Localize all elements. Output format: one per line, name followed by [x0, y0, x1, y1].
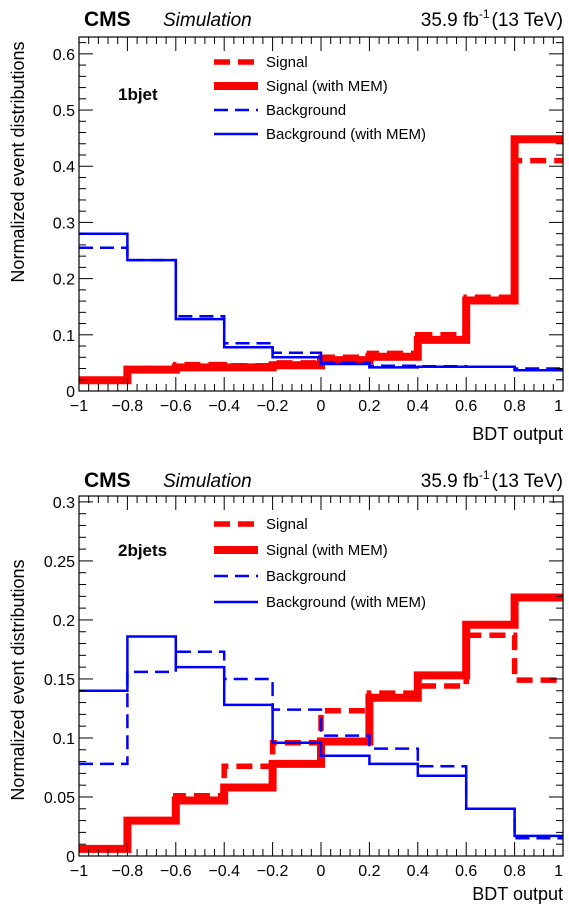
series-line [79, 157, 563, 382]
x-tick-label: −0.6 [160, 398, 192, 415]
lumi-value: 35.9 fb [421, 471, 479, 492]
chart-panel-1bjet: CMS Simulation 35.9 fb-1 (13 TeV) 1bjet B… [8, 7, 564, 444]
experiment-label: CMS [84, 469, 131, 492]
x-tick-label: 0.2 [358, 863, 380, 880]
x-tick-label: 1 [554, 863, 563, 880]
experiment-label: CMS [84, 8, 131, 31]
y-tick-label: 0.6 [53, 47, 75, 64]
y-tick-label: 0.5 [53, 103, 75, 120]
legend-label: Background (with MEM) [266, 126, 426, 143]
energy-label: (13 TeV) [492, 471, 563, 492]
legend: Signal Signal (with MEM) Background Backgro… [214, 54, 426, 143]
legend-label: Signal [266, 54, 308, 71]
x-tick-label: −0.8 [112, 863, 144, 880]
x-tick-label: −1 [70, 398, 88, 415]
x-tick-label: −0.4 [208, 398, 240, 415]
chart-panel-2bjets: CMS Simulation 35.9 fb-1 (13 TeV) 2bjets … [8, 468, 564, 904]
x-tick-label: 0.4 [407, 398, 429, 415]
x-tick-label: −1 [70, 863, 88, 880]
y-tick-label: 0.15 [44, 672, 75, 689]
energy-label: (13 TeV) [492, 10, 563, 31]
legend-label: Signal [266, 516, 308, 533]
lumi-value: 35.9 fb [421, 10, 479, 31]
y-tick-label: 0 [66, 384, 75, 401]
legend-label: Background [266, 568, 346, 585]
axes: −1 −0.8 −0.6 −0.4 −0.2 0 0.2 0.4 0.6 0.8 1 0 0.1 0.2 0… [53, 36, 564, 415]
x-tick-label: −0.8 [112, 398, 144, 415]
x-tick-label: 0 [317, 863, 326, 880]
y-tick-label: 0.4 [53, 159, 75, 176]
y-tick-label: 0.2 [53, 613, 75, 630]
axes: −1 −0.8 −0.6 −0.4 −0.2 0 0.2 0.4 0.6 0.8 1 0 0.05 0.1… [44, 495, 564, 880]
legend-label: Signal (with MEM) [266, 78, 388, 95]
x-tick-label: −0.6 [160, 863, 192, 880]
x-tick-label: 0.6 [455, 398, 477, 415]
series-line [79, 232, 563, 372]
x-tick-label: −0.4 [208, 863, 240, 880]
status-label: Simulation [163, 471, 252, 492]
series-line [79, 635, 563, 838]
category-label: 1bjet [118, 85, 158, 104]
y-axis-label: Normalized event distributions [8, 559, 28, 800]
y-tick-label: 0 [66, 849, 75, 866]
x-tick-label: 0.8 [503, 398, 525, 415]
y-tick-label: 0.3 [53, 215, 75, 232]
category-label: 2bjets [118, 541, 167, 560]
y-tick-label: 0.3 [53, 495, 75, 512]
x-tick-label: 0.2 [358, 398, 380, 415]
plot-area [79, 135, 563, 385]
x-tick-label: 1 [554, 398, 563, 415]
legend-label: Signal (with MEM) [266, 542, 388, 559]
x-tick-label: 0 [317, 398, 326, 415]
x-tick-label: −0.2 [257, 398, 289, 415]
plot-area [79, 593, 563, 853]
lumi-exponent: -1 [479, 468, 490, 482]
x-tick-label: 0.8 [503, 863, 525, 880]
y-tick-label: 0.1 [53, 328, 75, 345]
x-axis-label: BDT output [472, 884, 563, 904]
x-tick-label: 0.6 [455, 863, 477, 880]
lumi-label: 35.9 fb-1 (13 TeV) [421, 7, 563, 31]
status-label: Simulation [163, 10, 252, 31]
x-axis-label: BDT output [472, 424, 563, 444]
lumi-exponent: -1 [479, 7, 490, 21]
y-tick-label: 0.2 [53, 272, 75, 289]
y-tick-label: 0.05 [44, 790, 75, 807]
legend: Signal Signal (with MEM) Background Backgro… [214, 516, 426, 611]
x-tick-label: −0.2 [257, 863, 289, 880]
y-tick-label: 0.25 [44, 554, 75, 571]
series-line [79, 246, 563, 370]
x-tick-label: 0.4 [407, 863, 429, 880]
y-tick-label: 0.1 [53, 731, 75, 748]
series-line [79, 650, 563, 840]
y-axis-label: Normalized event distributions [8, 41, 28, 282]
legend-label: Background [266, 102, 346, 119]
legend-label: Background (with MEM) [266, 594, 426, 611]
lumi-label: 35.9 fb-1 (13 TeV) [421, 468, 563, 492]
